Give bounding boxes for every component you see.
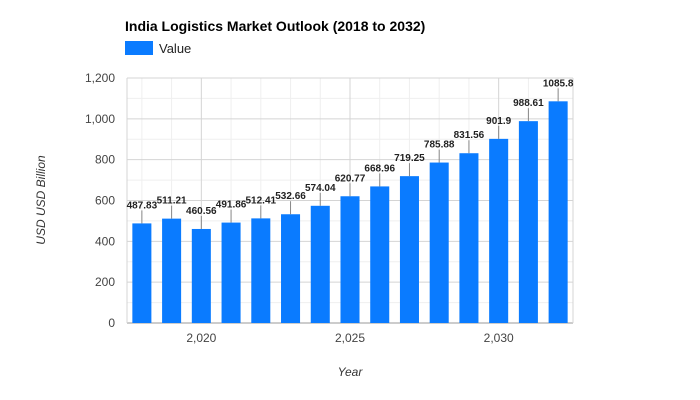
axis-ticks: 0 200 400 600 800 1,000 1,200 2,020 2,025 2,030	[85, 71, 514, 345]
data-label: 988.61	[513, 98, 544, 109]
x-tick-label: 2,025	[335, 331, 365, 345]
bar	[489, 138, 509, 323]
bars	[132, 101, 568, 324]
legend-label-value: Value	[159, 41, 191, 56]
y-tick-label: 200	[95, 275, 115, 289]
bar	[221, 222, 241, 323]
chart-title: India Logistics Market Outlook (2018 to …	[125, 18, 425, 34]
data-label: 512.41	[246, 195, 277, 206]
data-label: 460.56	[186, 206, 217, 217]
data-label: 491.86	[216, 200, 247, 211]
data-label: 901.9	[486, 116, 511, 127]
data-label: 511.21	[157, 196, 187, 207]
y-tick-label: 600	[95, 194, 115, 208]
bar	[518, 121, 538, 324]
y-tick-label: 1,000	[85, 112, 115, 126]
y-tick-label: 0	[108, 316, 115, 330]
data-label: 668.96	[364, 163, 395, 174]
legend-swatch-value	[125, 41, 153, 55]
x-axis-title: Year	[338, 365, 364, 379]
y-tick-label: 1,200	[85, 71, 115, 85]
data-label: 831.56	[454, 130, 485, 141]
y-tick-label: 400	[95, 234, 115, 248]
x-tick-label: 2,030	[484, 331, 514, 345]
bar	[548, 101, 568, 324]
bar	[370, 186, 390, 323]
data-label: 620.77	[335, 173, 366, 184]
bar	[162, 218, 182, 323]
bar	[251, 218, 271, 323]
data-label: 574.04	[305, 183, 336, 194]
bar	[340, 196, 360, 323]
data-label: 1085.8	[543, 78, 574, 89]
x-tick-label: 2,020	[186, 331, 216, 345]
y-axis-title: USD USD Billion	[34, 155, 48, 245]
bar	[310, 205, 330, 323]
bar	[459, 153, 479, 323]
bar	[132, 223, 152, 323]
legend: Value	[125, 41, 191, 56]
bar	[429, 162, 449, 323]
bar	[191, 228, 211, 323]
data-label: 785.88	[424, 140, 455, 151]
bar	[399, 176, 419, 323]
data-label: 532.66	[275, 191, 306, 202]
data-label: 719.25	[394, 153, 425, 164]
data-label: 487.83	[127, 200, 158, 211]
y-tick-label: 800	[95, 153, 115, 167]
bar	[281, 214, 301, 323]
